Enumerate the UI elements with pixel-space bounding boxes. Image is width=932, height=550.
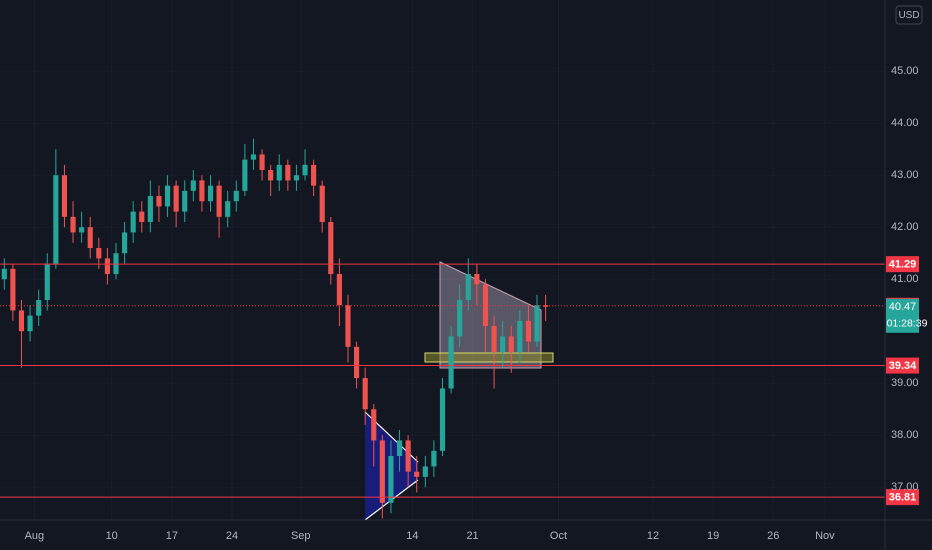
candle-body [422,466,428,477]
candle-body [199,180,205,202]
countdown: 01:28:39 [887,318,928,330]
x-tick-label: 14 [406,530,418,542]
candle-body [27,315,33,332]
x-tick-label: Aug [25,530,45,542]
price-level-label: 36.81 [889,492,917,504]
price-level-badge [886,256,919,273]
candle-body [491,326,497,353]
x-tick-label: 24 [226,530,238,542]
candle-body [362,378,368,410]
candle-body [500,336,506,353]
candle-body [70,216,76,233]
candle-body [302,164,308,176]
candle-body [276,164,282,181]
candle-body [371,409,377,441]
candle-body [379,440,385,503]
y-tick-label: 42.00 [891,221,919,233]
x-tick-label: 19 [707,530,719,542]
candle-body [396,440,403,457]
candle-body [293,175,300,181]
candle-body [96,248,102,259]
price-level-label: 39.34 [889,360,917,372]
candle-body [448,336,454,389]
candle-body [534,305,540,342]
candle-body [1,268,7,280]
candle-body [130,211,136,233]
y-tick-label: 41.00 [891,273,919,285]
candle-body [250,154,257,160]
candle-body [345,305,351,347]
y-tick-label: 38.00 [891,429,919,441]
x-tick-label: Nov [815,530,835,542]
price-level-label: 41.29 [889,259,917,271]
candle-body [207,185,214,202]
zone-rectangle [424,352,554,363]
candle-body [405,440,411,472]
candle-body [156,196,162,207]
candle-body [311,164,317,186]
currency-badge[interactable] [895,5,923,25]
x-tick-label: 10 [106,530,118,542]
candle-body [139,211,145,223]
candle-body [508,336,514,353]
candle-body [216,185,222,217]
candle-body [285,164,291,181]
candle-body [190,180,196,191]
candle-body [147,196,153,223]
candle-body [482,284,489,327]
x-tick-label: Sep [291,530,311,542]
y-tick-label: 37.00 [891,481,919,493]
candle-body [543,305,549,307]
candle-body [388,456,394,503]
candle-body [439,388,446,451]
candle-body [233,190,239,202]
candle-body [336,274,342,306]
candle-body [225,201,231,217]
candle-body [319,185,325,223]
y-tick-label: 43.00 [891,169,919,181]
candle-body [18,310,25,332]
candle-body [465,274,471,301]
candle-body [354,346,360,379]
candle-body [164,185,171,207]
candle-body [87,227,93,249]
candle-body [122,232,128,254]
candle-body [10,268,16,311]
candle-body [44,263,50,301]
candle-body [242,159,248,191]
candle-body [431,450,437,467]
candle-body [457,300,463,337]
candle-body [53,175,59,264]
y-tick-label: 39.00 [891,377,919,389]
candle-body [36,300,42,316]
candle-body [268,170,274,181]
y-tick-label: 44.00 [891,117,919,129]
last-price-badge [886,298,919,333]
candle-body [182,190,188,212]
price-level-badge [886,489,919,506]
candle-body [474,274,480,285]
candle-body [79,227,85,233]
y-tick-label: 45.00 [891,65,919,77]
candle-body [525,320,531,342]
candle-body [104,258,110,275]
candle-body [173,185,179,212]
candle-body [414,471,420,477]
currency: USD [898,10,919,21]
candle-body [259,154,265,171]
price-level-badge [886,357,919,374]
candle-body [113,253,119,275]
x-tick-label: 26 [767,530,779,542]
candle-body [517,320,523,353]
x-tick-label: 17 [166,530,178,542]
x-tick-label: Oct [550,530,567,542]
triangle-drawing [439,261,542,369]
candle-body [61,175,68,217]
x-tick-label: 21 [466,530,478,542]
x-tick-label: 12 [647,530,659,542]
candle-body [328,222,334,275]
last-price-label: 40.47 [889,301,917,313]
